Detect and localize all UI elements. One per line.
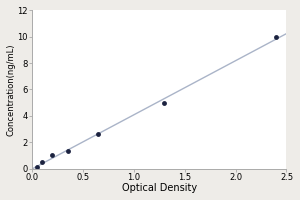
Point xyxy=(50,154,55,157)
Point xyxy=(35,166,40,169)
Y-axis label: Concentration(ng/mL): Concentration(ng/mL) xyxy=(7,43,16,136)
Point xyxy=(65,150,70,153)
Point xyxy=(40,160,45,164)
Point xyxy=(162,101,167,104)
Point xyxy=(274,35,279,38)
X-axis label: Optical Density: Optical Density xyxy=(122,183,197,193)
Point xyxy=(96,133,100,136)
